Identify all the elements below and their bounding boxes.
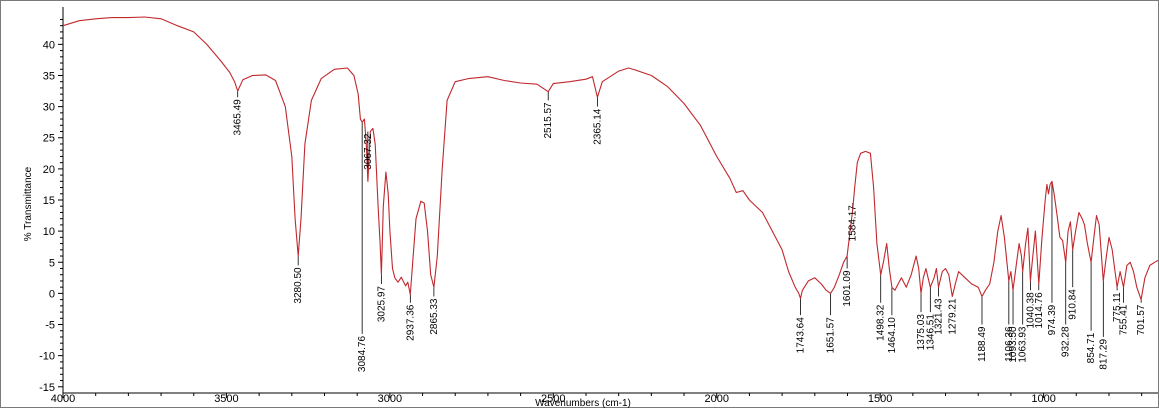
series-layer bbox=[62, 16, 1159, 301]
peak-label: 701.57 bbox=[1136, 304, 1147, 335]
peak-label: 1743.64 bbox=[795, 317, 806, 354]
x-tick-label: 4000 bbox=[51, 393, 75, 405]
peak-label: 3465.49 bbox=[233, 99, 244, 136]
peak-label-layer: 3465.49 3280.50 3084.76 3067.32 3025.97 2937.… bbox=[233, 99, 1147, 372]
peak-label: 817.29 bbox=[1098, 339, 1109, 370]
peak-label: 1601.09 bbox=[842, 270, 853, 307]
peak-label: 1040.38 bbox=[1025, 292, 1036, 329]
x-tick-label: 1500 bbox=[868, 393, 892, 405]
x-tick-label: 2000 bbox=[704, 393, 728, 405]
peak-label: 2365.14 bbox=[592, 108, 603, 145]
y-tick-label: 40 bbox=[43, 39, 55, 51]
y-tick-label: -5 bbox=[45, 320, 55, 332]
peak-label: 775.11 bbox=[1112, 292, 1123, 322]
x-tick-label: 2500 bbox=[541, 393, 565, 405]
peak-label: 974.39 bbox=[1047, 304, 1058, 335]
peak-label: 1106.36 bbox=[1004, 326, 1015, 362]
peak-label: 1188.49 bbox=[977, 326, 988, 362]
axes-layer bbox=[62, 7, 1158, 394]
y-tick-label: -10 bbox=[39, 351, 55, 363]
peak-label: 3025.97 bbox=[376, 286, 387, 323]
peak-label: 1014.76 bbox=[1034, 292, 1045, 329]
x-axis-title: Wavenumbers (cm-1) bbox=[535, 398, 631, 409]
y-tick-label: 0 bbox=[49, 288, 55, 300]
x-tick-label: 3000 bbox=[378, 393, 402, 405]
peak-label: 2515.57 bbox=[543, 102, 554, 139]
peak-label: 1584.17 bbox=[848, 205, 859, 242]
peak-label: 1464.10 bbox=[887, 317, 898, 354]
peak-label: 1651.57 bbox=[826, 317, 837, 354]
peak-leader-layer bbox=[237, 91, 1142, 337]
y-axis-title: % Transmittance bbox=[23, 166, 34, 241]
y-tick-label: 10 bbox=[43, 226, 55, 238]
peak-label: 3280.50 bbox=[293, 267, 304, 304]
y-tick-label: 5 bbox=[49, 257, 55, 269]
peak-label: 1321.43 bbox=[934, 298, 945, 335]
peak-label: 1375.03 bbox=[916, 314, 927, 351]
y-tick-label: 15 bbox=[43, 195, 55, 207]
ticks-layer: 4000 3500 3000 2500 2000 1500 1000 -15 -10 -5 0 5 10… bbox=[39, 18, 1143, 405]
peak-label: 1093.50 bbox=[1008, 326, 1019, 363]
y-tick-label: 30 bbox=[43, 102, 55, 114]
spectrum-line bbox=[62, 16, 1159, 301]
peak-label: 1063.93 bbox=[1018, 326, 1029, 363]
peak-label: 1346.51 bbox=[925, 314, 936, 351]
peak-label: 2937.36 bbox=[405, 304, 416, 341]
peak-label: 910.84 bbox=[1068, 289, 1079, 320]
y-tick-label: 25 bbox=[43, 133, 55, 145]
peak-label: 755.41 bbox=[1119, 304, 1130, 335]
y-tick-label: 20 bbox=[43, 164, 55, 176]
y-tick-label: -15 bbox=[39, 382, 55, 394]
peak-label: 1498.32 bbox=[876, 304, 887, 341]
peak-label: 3084.76 bbox=[357, 336, 368, 373]
peak-label: 932.28 bbox=[1061, 326, 1072, 357]
peak-label: 3067.32 bbox=[363, 133, 374, 170]
peak-label: 854.71 bbox=[1086, 332, 1097, 363]
y-tick-label: 35 bbox=[43, 70, 55, 82]
peak-label: 1279.21 bbox=[947, 298, 958, 335]
x-tick-label: 3500 bbox=[214, 393, 238, 405]
peak-label: 2865.33 bbox=[429, 298, 440, 335]
x-tick-label: 1000 bbox=[1031, 393, 1055, 405]
